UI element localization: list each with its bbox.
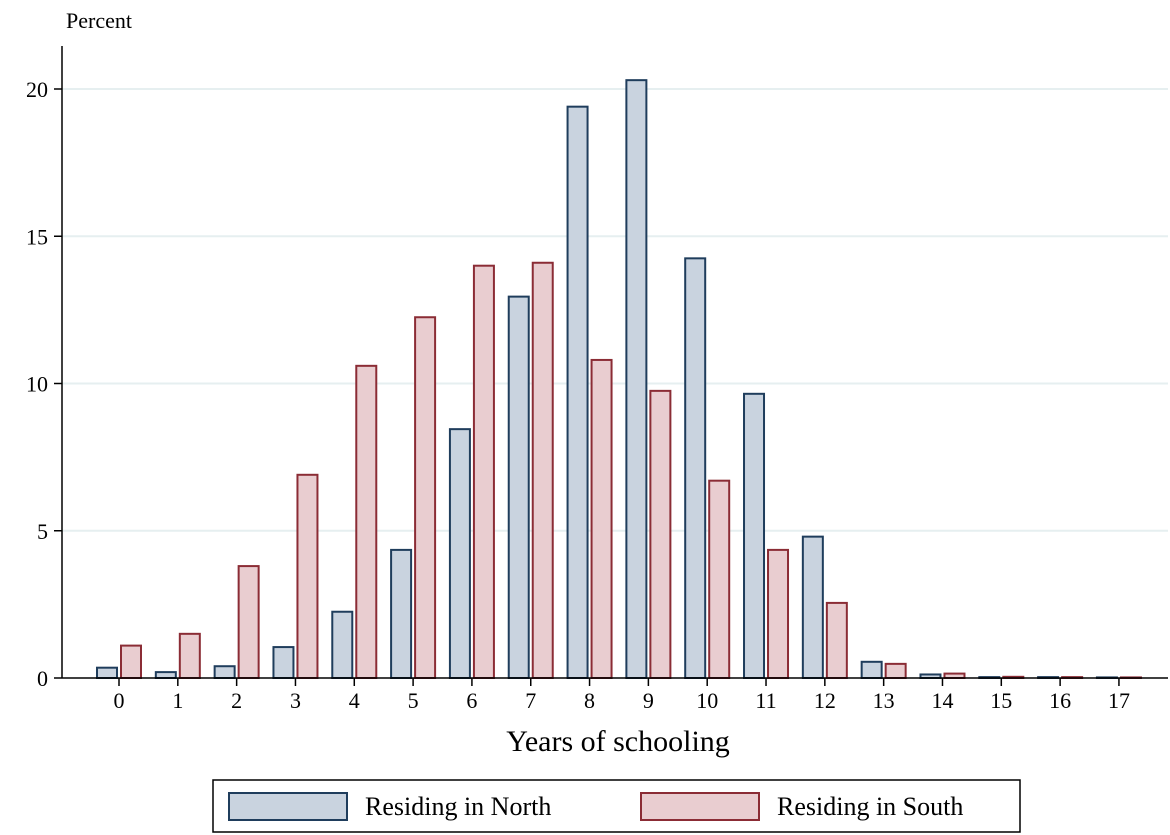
- bar-south-10: [708, 479, 731, 679]
- bar-north-1: [154, 671, 177, 679]
- bar-north-0: [96, 666, 118, 680]
- x-tick-label: 14: [931, 688, 953, 713]
- legend-swatch-north: [228, 792, 348, 821]
- x-axis-title: Years of schooling: [506, 725, 730, 758]
- bar-south-2: [237, 565, 260, 680]
- bar-north-6: [448, 428, 471, 679]
- bar-south-4: [355, 364, 378, 679]
- y-tick-label: 5: [37, 519, 48, 544]
- y-tick-label: 20: [26, 77, 48, 102]
- y-tick-label: 0: [37, 666, 48, 691]
- x-tick-label: 8: [584, 688, 595, 713]
- x-tick-label: 4: [349, 688, 360, 713]
- x-tick-label: 9: [643, 688, 654, 713]
- bar-north-13: [860, 660, 883, 679]
- x-tick-label: 15: [990, 688, 1012, 713]
- legend-label-north: Residing in North: [365, 792, 551, 821]
- axes: [61, 46, 1168, 679]
- bar-north-4: [331, 610, 354, 679]
- bar-north-8: [566, 105, 589, 680]
- gridlines: [62, 88, 1168, 532]
- y-tick-label: 15: [26, 224, 48, 249]
- x-tick-label: 2: [231, 688, 242, 713]
- legend-label-south: Residing in South: [777, 792, 963, 821]
- x-ticks: 0 1 2 3 4 5 6 7 8 9 10 11 12 13 14 15 16 17: [114, 678, 1130, 713]
- bar-south-9: [649, 389, 672, 679]
- bar-north-2: [213, 665, 236, 679]
- x-tick-label: 10: [696, 688, 718, 713]
- x-tick-label: 11: [755, 688, 776, 713]
- x-tick-label: 3: [290, 688, 301, 713]
- bar-south-5: [414, 316, 437, 679]
- bar-north-12: [801, 535, 824, 680]
- x-tick-label: 5: [408, 688, 419, 713]
- legend: Residing in North Residing in South: [212, 779, 1021, 833]
- x-tick-label: 16: [1049, 688, 1071, 713]
- bar-south-6: [472, 264, 495, 679]
- x-tick-label: 17: [1108, 688, 1130, 713]
- y-axis-label: Percent: [66, 8, 132, 33]
- y-ticks: 0 5 10 15 20: [26, 77, 62, 691]
- bar-south-0: [120, 644, 142, 679]
- bar-north-3: [272, 646, 295, 680]
- bar-south-3: [296, 473, 319, 680]
- bars: [96, 79, 1142, 680]
- bar-north-7: [507, 295, 530, 679]
- bar-south-13: [884, 662, 907, 680]
- bar-south-1: [178, 632, 201, 680]
- bar-south-8: [590, 358, 613, 679]
- x-tick-label: 6: [466, 688, 477, 713]
- x-tick-label: 7: [525, 688, 536, 713]
- bar-north-11: [743, 392, 766, 679]
- bar-north-9: [625, 79, 648, 680]
- x-tick-label: 0: [114, 688, 125, 713]
- bar-south-12: [825, 601, 848, 680]
- bar-south-11: [767, 548, 790, 680]
- bar-south-7: [531, 261, 554, 679]
- x-tick-label: 13: [873, 688, 895, 713]
- legend-swatch-south: [640, 792, 760, 821]
- bar-north-10: [684, 257, 707, 679]
- bar-north-5: [390, 548, 413, 680]
- x-tick-label: 1: [172, 688, 183, 713]
- x-tick-label: 12: [814, 688, 836, 713]
- y-tick-label: 10: [26, 372, 48, 397]
